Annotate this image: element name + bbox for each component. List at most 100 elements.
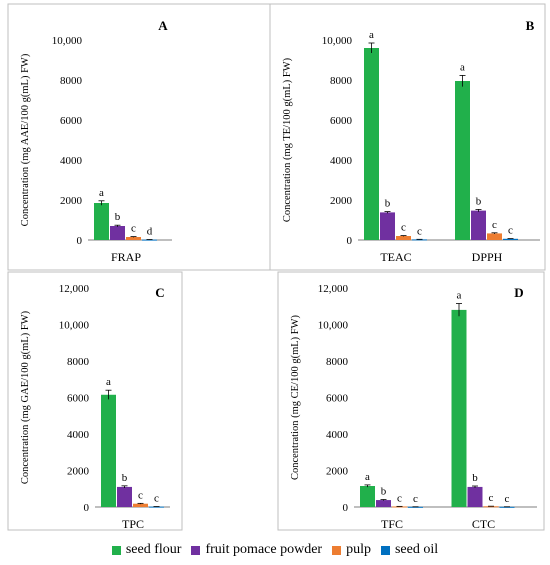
panel-c-ytick-3: 6000 [67, 393, 90, 405]
panel-b-ytick-0: 0 [347, 235, 353, 247]
panel-c-bar-tpc-seed-flour [101, 394, 116, 507]
panel-d-border [277, 271, 545, 531]
panel-b-ytick-4: 8000 [330, 75, 353, 87]
legend-swatch-seed-flour [111, 545, 121, 555]
panel-b-bar-dpph-seed-oil [503, 238, 518, 240]
panel-b-bar-teac-seed-oil [412, 239, 427, 241]
panel-a-ytick-0: 0 [77, 235, 83, 247]
panel-c-ytick-6: 12,000 [59, 283, 90, 295]
panel-c-ytick-5: 10,000 [59, 320, 90, 332]
panel-b-bar-teac-seed-flour-letter: a [369, 29, 374, 41]
panel-a-ytick-4: 8000 [60, 75, 83, 87]
panel-d-bar-ctc-pulp [483, 506, 499, 508]
panel-d-ytick-6: 12,000 [318, 283, 349, 295]
panel-c-bar-tpc-fruit-pomace-powder [117, 486, 132, 507]
panel-b-letter: B [526, 18, 535, 33]
panel-d-bar-ctc-pulp-letter: c [489, 492, 494, 504]
panel-a-ytick-2: 4000 [60, 155, 83, 167]
panel-b-border [269, 3, 546, 271]
panel-d-ytick-5: 10,000 [318, 320, 349, 332]
panel-d-ytick-2: 4000 [326, 429, 349, 441]
panel-d-ylabel: Concentration (mg CE/100 g(mL) FW) [290, 314, 301, 480]
legend: seed flour fruit pomace powder pulp seed… [0, 538, 550, 562]
panel-d-bar-tfc-fruit-pomace-powder-letter: b [381, 486, 387, 498]
panel-a-ytick-5: 10,000 [52, 35, 83, 47]
panel-a-ylabel: Concentration (mg AAE/100 g(mL) FW) [20, 53, 31, 226]
panel-c-letter: C [155, 285, 164, 300]
panel-b-bar-teac-pulp [396, 236, 411, 240]
panel-c-ytick-2: 4000 [67, 429, 90, 441]
panel-d-bar-ctc-seed-flour [451, 309, 467, 507]
legend-item-seed-flour: seed flour [111, 542, 182, 558]
panel-b-bar-teac-seed-oil-letter: c [417, 225, 422, 237]
legend-label-fruit-pomace-powder: fruit pomace powder [205, 542, 323, 557]
panel-c-bar-tpc-pulp [133, 503, 148, 507]
panel-b-bar-teac-seed-flour [364, 48, 379, 240]
panel-d-category-ctc: CTC [472, 517, 495, 531]
panel-d-ytick-1: 2000 [326, 466, 349, 478]
panel-b: B 0 2000 4000 6000 8000 10,000 Concentration (m… [269, 3, 546, 271]
panel-d-bar-ctc-seed-flour-letter: a [457, 290, 462, 302]
panel-d-bar-tfc-pulp [392, 506, 407, 508]
panel-a-bar-frap-fruit-pomace-powder-letter: b [115, 211, 121, 223]
panel-b-ytick-1: 2000 [330, 195, 353, 207]
panel-a-ytick-1: 2000 [60, 195, 83, 207]
panel-c-ytick-4: 8000 [67, 356, 90, 368]
panel-d-ytick-4: 8000 [326, 356, 349, 368]
panel-a-bar-frap-pulp-letter: c [131, 223, 136, 235]
legend-swatch-seed-oil [380, 545, 390, 555]
panel-d-ytick-0: 0 [343, 502, 349, 514]
panel-c-bar-tpc-seed-flour-letter: a [106, 376, 111, 388]
panel-b-bar-dpph-fruit-pomace-powder [471, 210, 486, 240]
panel-a-bar-frap-seed-oil-letter: d [147, 226, 153, 238]
panel-c-bar-tpc-fruit-pomace-powder-letter: b [122, 472, 128, 484]
panel-d-bar-tfc-seed-oil-letter: c [413, 493, 418, 505]
panel-d-bar-tfc-fruit-pomace-powder [376, 500, 391, 507]
panel-b-ytick-5: 10,000 [322, 35, 353, 47]
panel-d-bar-tfc-seed-flour-letter: a [365, 471, 370, 483]
panel-b-ytick-3: 6000 [330, 115, 353, 127]
legend-swatch-pulp [332, 545, 342, 555]
panel-c-bar-tpc-seed-oil [149, 506, 164, 508]
panel-d-bar-ctc-seed-oil [499, 506, 515, 508]
panel-b-category-dpph: DPPH [472, 250, 503, 264]
panel-a: A 0 2000 4000 6000 8000 10,000 Concentration (m… [7, 3, 271, 271]
legend-swatch-fruit-pomace-powder [191, 545, 201, 555]
panel-d-bar-tfc-seed-oil [408, 506, 423, 508]
legend-item-pulp: pulp [332, 542, 371, 558]
panel-a-bar-frap-seed-flour-letter: a [99, 187, 104, 199]
panel-d: D 0 2000 4000 6000 8000 10,000 12,000 Concentrat… [277, 271, 545, 531]
panel-a-border [7, 3, 271, 271]
panel-b-bar-dpph-pulp-letter: c [492, 219, 497, 231]
panel-b-bar-dpph-seed-flour-letter: a [460, 61, 465, 73]
panel-c-ytick-1: 2000 [67, 466, 90, 478]
panel-a-bar-frap-fruit-pomace-powder [110, 226, 125, 240]
panel-d-letter: D [514, 285, 523, 300]
panel-c-bar-tpc-seed-oil-letter: c [154, 493, 159, 505]
panel-b-bar-dpph-pulp [487, 233, 502, 240]
panel-b-bar-dpph-seed-oil-letter: c [508, 225, 513, 237]
panel-a-bar-frap-seed-oil [142, 239, 157, 241]
panel-b-bar-teac-pulp-letter: c [401, 222, 406, 234]
panel-d-bar-ctc-fruit-pomace-powder [467, 486, 483, 507]
panel-d-bar-tfc-pulp-letter: c [397, 492, 402, 504]
panel-a-bar-frap-pulp [126, 237, 141, 240]
panel-b-bar-dpph-seed-flour [455, 81, 470, 240]
panel-a-ytick-3: 6000 [60, 115, 83, 127]
legend-label-pulp: pulp [346, 542, 371, 557]
legend-item-seed-oil: seed oil [380, 542, 439, 558]
panel-c: C 0 2000 4000 6000 8000 10,000 12,000 Concentrat… [7, 271, 183, 531]
panel-d-bar-ctc-fruit-pomace-powder-letter: b [472, 472, 478, 484]
figure-canvas: A 0 2000 4000 6000 8000 10,000 Concentration (m… [7, 3, 546, 531]
panel-c-ytick-0: 0 [84, 502, 90, 514]
panel-c-ylabel: Concentration (mg GAE/100 g(mL) FW) [20, 310, 31, 484]
panel-c-border [7, 271, 183, 531]
panel-b-bar-dpph-fruit-pomace-powder-letter: b [476, 195, 482, 207]
legend-label-seed-flour: seed flour [125, 542, 182, 557]
panel-b-bar-teac-fruit-pomace-powder [380, 212, 395, 240]
panel-a-category-frap: FRAP [111, 250, 141, 264]
panel-b-category-teac: TEAC [380, 250, 411, 264]
legend-label-seed-oil: seed oil [394, 542, 439, 557]
panel-d-bar-tfc-seed-flour [360, 486, 375, 507]
panel-a-letter: A [158, 18, 168, 33]
